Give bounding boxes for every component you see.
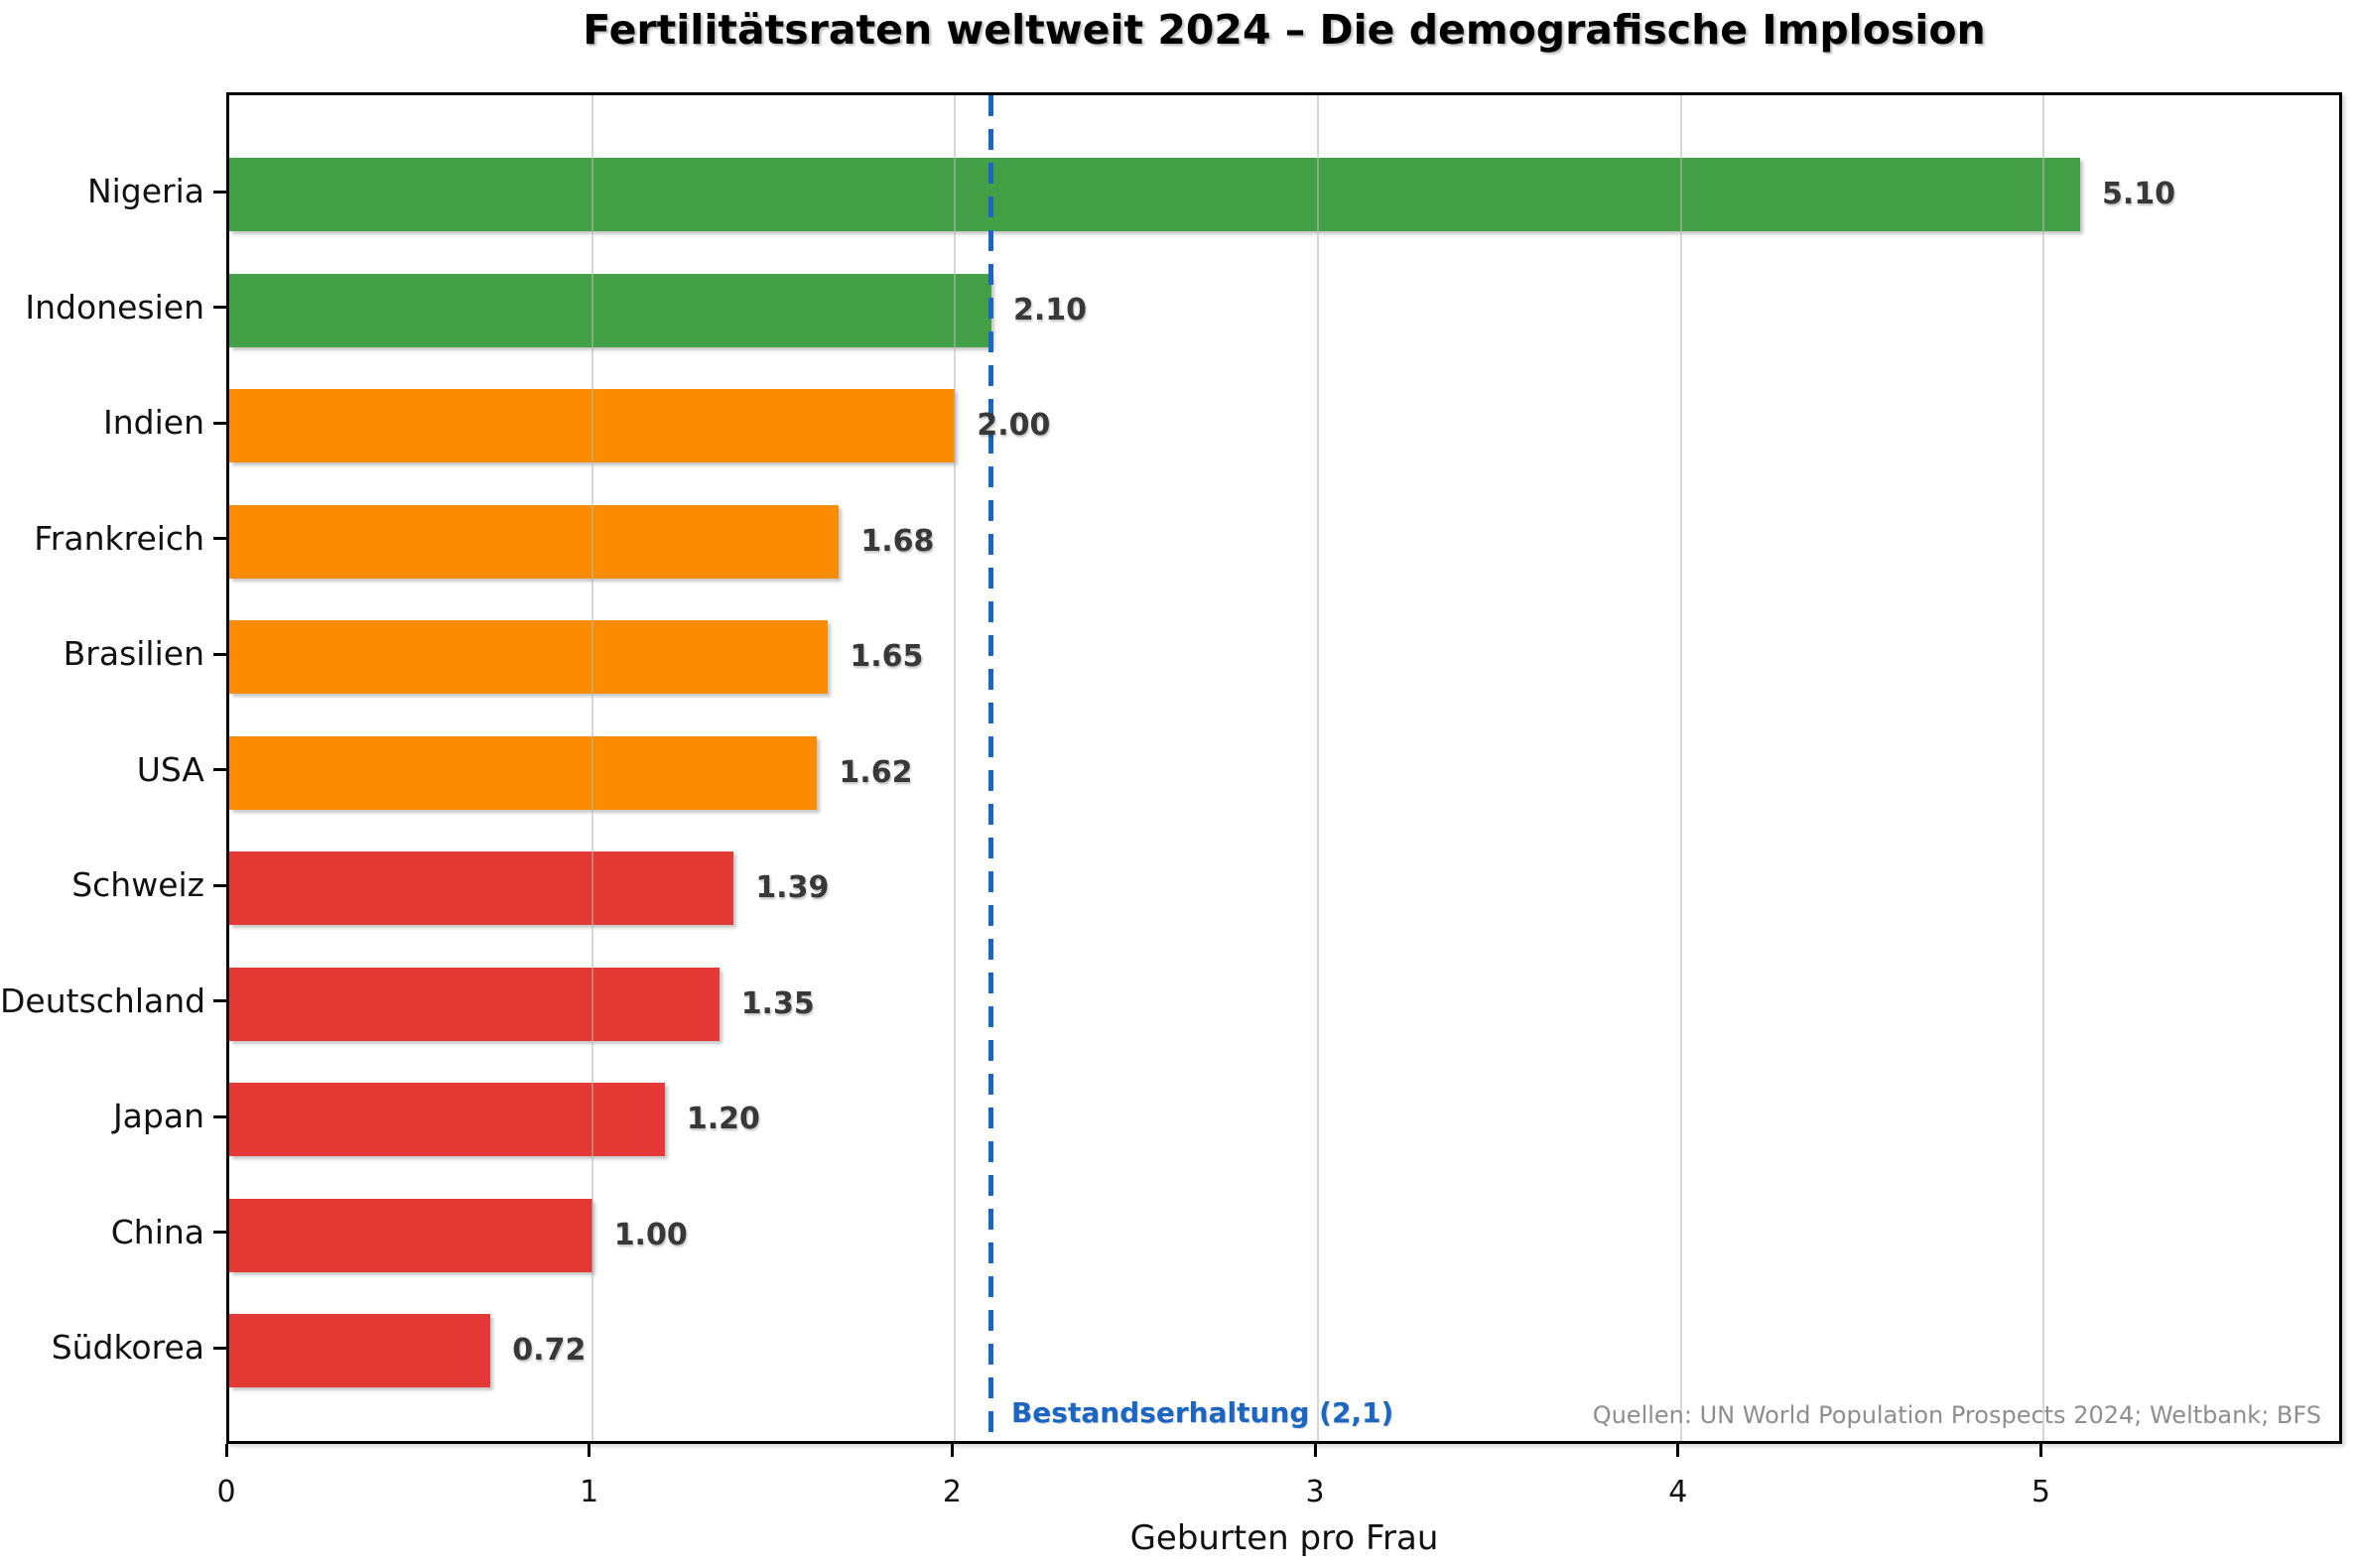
bar-s-dkorea — [229, 1314, 491, 1387]
gridline-x-4 — [1679, 95, 1682, 1441]
y-tick-label-usa: USA — [136, 749, 204, 789]
bar-value-label-china: 1.00 — [613, 1217, 688, 1252]
source-note: Quellen: UN World Population Prospects 2… — [1592, 1401, 2321, 1429]
bar-deutschland — [229, 967, 720, 1041]
y-tick-mark-indien — [213, 421, 226, 425]
y-tick-label-nigeria: Nigeria — [86, 172, 204, 210]
reference-line-annotation: Bestandserhaltung (2,1) — [1010, 1396, 1394, 1429]
x-tick-mark-3 — [1313, 1444, 1317, 1457]
gridline-x-2 — [954, 95, 957, 1441]
bar-value-label-deutschland: 1.35 — [740, 985, 815, 1021]
bar-value-label-usa: 1.62 — [839, 754, 913, 790]
x-tick-label-0: 0 — [216, 1475, 236, 1509]
bar-value-label-frankreich: 1.68 — [860, 523, 935, 559]
y-tick-mark-deutschland — [213, 999, 226, 1002]
y-tick-mark-indonesien — [213, 306, 226, 309]
bar-schweiz — [229, 851, 734, 925]
bar-nigeria — [229, 158, 2081, 231]
x-tick-mark-0 — [224, 1444, 228, 1457]
x-tick-label-1: 1 — [580, 1475, 599, 1509]
x-tick-label-3: 3 — [1305, 1475, 1325, 1509]
bar-value-label-indonesien: 2.10 — [1012, 292, 1087, 327]
x-tick-mark-4 — [1676, 1444, 1680, 1457]
y-tick-label-japan: Japan — [112, 1097, 204, 1135]
y-tick-mark-schweiz — [213, 883, 226, 887]
bar-value-label-japan: 1.20 — [686, 1102, 760, 1136]
x-tick-label-4: 4 — [1668, 1475, 1688, 1509]
y-tick-mark-frankreich — [213, 537, 226, 540]
x-tick-mark-2 — [950, 1444, 954, 1457]
x-axis-label: Geburten pro Frau — [1129, 1518, 1439, 1558]
gridline-x-5 — [2042, 95, 2045, 1441]
y-tick-label-deutschland: Deutschland — [0, 980, 206, 1020]
y-tick-mark-brasilien — [213, 652, 226, 656]
y-tick-label-s-dkorea: Südkorea — [51, 1328, 204, 1367]
x-tick-label-5: 5 — [2031, 1475, 2051, 1509]
bar-brasilien — [229, 620, 829, 694]
y-tick-mark-japan — [213, 1114, 226, 1118]
x-tick-mark-1 — [588, 1444, 591, 1457]
bar-value-label-schweiz: 1.39 — [755, 870, 830, 905]
y-tick-mark-usa — [213, 768, 226, 771]
bar-usa — [229, 735, 818, 810]
y-tick-label-brasilien: Brasilien — [63, 634, 204, 673]
gridline-x-1 — [590, 95, 593, 1441]
x-tick-mark-5 — [2038, 1444, 2042, 1457]
bar-japan — [229, 1083, 665, 1156]
bar-frankreich — [229, 504, 840, 579]
y-tick-label-indonesien: Indonesien — [25, 287, 204, 327]
gridline-x-3 — [1317, 95, 1320, 1441]
plot-area: Bestandserhaltung (2,1) Quellen: UN Worl… — [226, 92, 2342, 1444]
bar-china — [229, 1198, 592, 1272]
y-tick-mark-s-dkorea — [213, 1346, 226, 1350]
y-tick-label-china: China — [110, 1212, 204, 1251]
chart-title: Fertilitätsraten weltweit 2024 – Die dem… — [583, 6, 1986, 54]
y-tick-label-schweiz: Schweiz — [71, 865, 204, 904]
y-tick-mark-nigeria — [213, 190, 226, 194]
bar-value-label-s-dkorea: 0.72 — [512, 1333, 587, 1368]
reference-line — [988, 95, 994, 1441]
y-tick-label-indien: Indien — [103, 403, 204, 442]
x-tick-label-2: 2 — [942, 1475, 962, 1509]
bar-indonesien — [229, 273, 991, 347]
y-tick-label-frankreich: Frankreich — [34, 518, 204, 558]
bar-value-label-nigeria: 5.10 — [2102, 177, 2176, 211]
bar-value-label-indien: 2.00 — [977, 408, 1051, 443]
y-tick-mark-china — [213, 1231, 226, 1234]
bar-value-label-brasilien: 1.65 — [850, 639, 924, 674]
